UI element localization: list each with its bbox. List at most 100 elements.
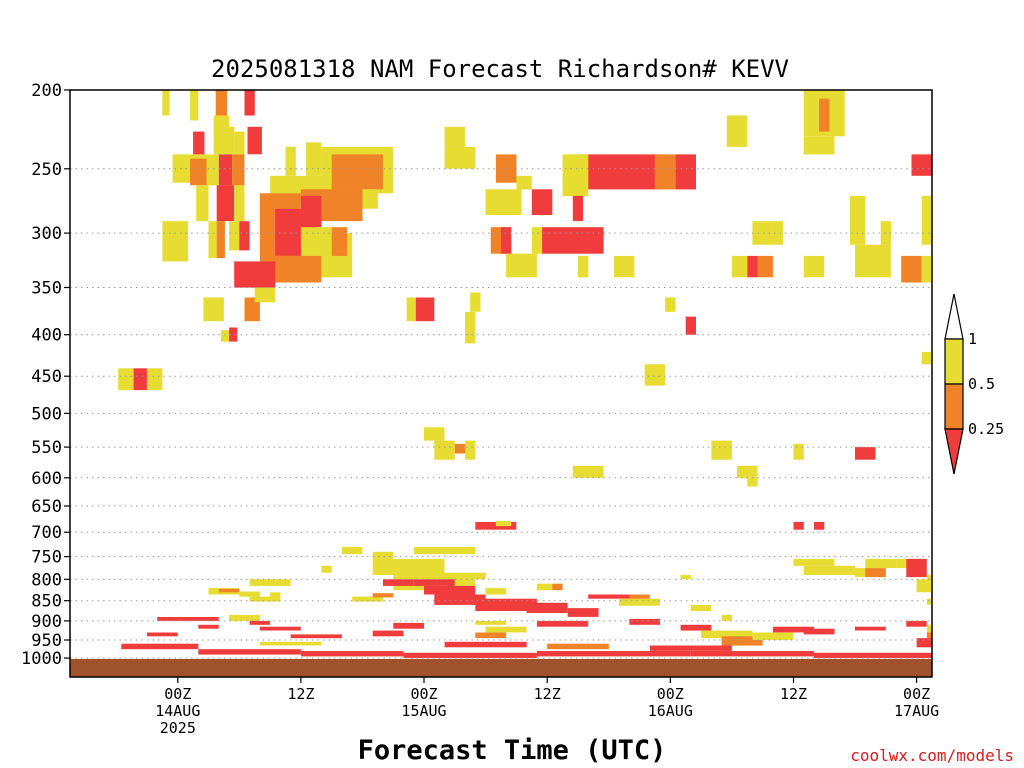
ri-cell: [531, 227, 543, 254]
ri-cell: [306, 142, 322, 176]
ri-cell: [629, 618, 661, 625]
ri-cell: [485, 626, 527, 633]
ri-cell: [536, 651, 691, 657]
ri-cell: [444, 146, 476, 169]
ri-cell: [901, 255, 922, 283]
colorbar-level-label: 0.5: [968, 375, 995, 393]
ri-cell: [526, 602, 568, 613]
ri-cell: [372, 551, 394, 559]
ri-cell: [485, 588, 507, 595]
ri-cell: [444, 641, 527, 648]
x-tick-label: 12Z: [780, 685, 807, 703]
ri-cell: [213, 126, 235, 155]
ri-cell: [218, 588, 240, 593]
ri-cell: [578, 154, 661, 190]
ri-cell: [247, 126, 262, 155]
ri-cell: [690, 651, 814, 657]
ri-cell: [685, 316, 696, 335]
ri-cell: [196, 185, 209, 222]
ri-cell: [552, 583, 563, 591]
x-tick-label: 00Z: [903, 685, 930, 703]
ri-cell: [916, 638, 932, 648]
ri-cell: [383, 579, 414, 586]
y-tick-label: 650: [31, 497, 62, 517]
ri-cell: [234, 185, 245, 222]
ri-cell: [162, 221, 189, 262]
x-tick-label: 12Z: [287, 685, 314, 703]
y-tick-label: 1000: [21, 649, 62, 669]
ri-cell: [249, 579, 291, 586]
y-tick-label: 600: [31, 469, 62, 489]
x-tick-label: 17AUG: [894, 702, 939, 720]
ri-cell: [239, 221, 250, 251]
ri-cell: [475, 620, 507, 625]
credit-text: coolwx.com/models: [850, 746, 1014, 765]
ri-cell: [393, 583, 425, 591]
ri-cell: [726, 115, 748, 147]
ri-cell: [198, 649, 301, 655]
ri-cell: [424, 427, 445, 441]
ri-cell: [475, 522, 517, 530]
ri-cell: [680, 624, 712, 631]
x-tick-label: 00Z: [657, 685, 684, 703]
y-tick-label: 400: [31, 326, 62, 346]
ri-cell: [921, 255, 932, 283]
ri-cell: [516, 175, 532, 190]
ri-cell: [803, 565, 855, 575]
ri-cell: [572, 465, 604, 478]
ri-cell: [147, 632, 178, 637]
ri-cell: [567, 608, 599, 617]
colorbar-level-label: 1: [968, 330, 977, 348]
ri-cell: [916, 579, 932, 593]
ri-cell: [572, 195, 584, 222]
ri-cell: [711, 440, 732, 460]
ri-cell: [444, 579, 476, 586]
ri-cell: [234, 261, 276, 288]
ri-cell: [331, 154, 383, 190]
colorbar-band-orange: [944, 383, 964, 430]
ri-cell: [772, 221, 784, 245]
ri-cell: [629, 594, 650, 599]
gridlines: [70, 89, 932, 659]
x-tick-label: 00Z: [410, 685, 437, 703]
colorbar-band-yellow: [944, 338, 964, 385]
y-tick-label: 250: [31, 160, 62, 180]
ri-cell: [542, 227, 604, 254]
ri-cell: [290, 634, 342, 639]
ri-cell: [926, 598, 932, 605]
ri-cell: [906, 620, 927, 627]
ri-cell: [193, 131, 205, 155]
ri-cell: [921, 195, 932, 245]
ri-cell: [926, 624, 932, 633]
ri-cell: [216, 221, 225, 259]
ri-cell: [208, 221, 217, 259]
ri-cell: [198, 624, 219, 629]
ri-cell: [926, 632, 932, 639]
ri-cell: [531, 189, 553, 215]
ri-cell: [406, 297, 416, 322]
ri-cell: [259, 641, 322, 646]
y-tick-label: 450: [31, 367, 62, 387]
ri-cell: [485, 189, 522, 215]
ri-cell: [721, 615, 732, 621]
ri-cell: [413, 579, 455, 586]
ri-cell: [444, 126, 466, 147]
y-tick-label: 750: [31, 548, 62, 568]
ri-cell: [613, 255, 635, 278]
ri-cell: [413, 547, 476, 555]
ri-cell: [424, 585, 476, 595]
ri-cell: [752, 221, 773, 245]
ri-cell: [454, 443, 466, 454]
ri-cell: [147, 368, 163, 391]
ri-cell: [229, 221, 240, 251]
ri-cell: [157, 617, 219, 621]
ri-cell: [216, 185, 235, 222]
ri-cell: [118, 368, 134, 391]
ri-cell: [270, 592, 281, 598]
x-tick-label: 14AUG: [155, 702, 200, 720]
ri-cell: [229, 615, 260, 621]
x-tick-label: 16AUG: [648, 702, 693, 720]
plot-frame: [69, 89, 933, 678]
